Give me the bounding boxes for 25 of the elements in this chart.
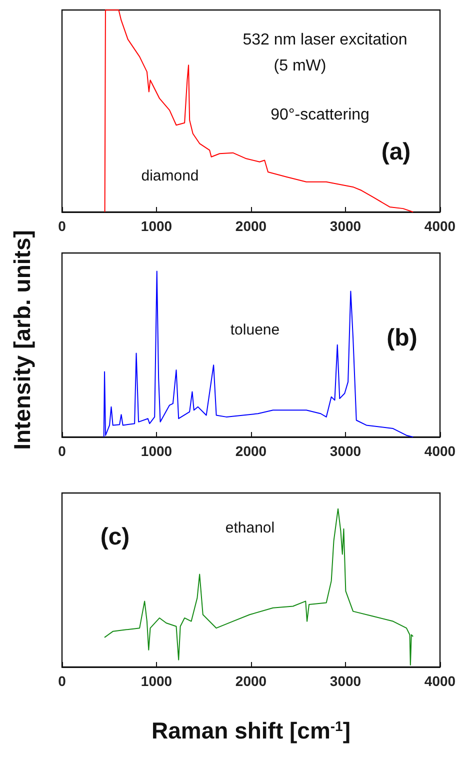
y-axis-title: Intensity [arb. units] xyxy=(9,230,35,450)
x-tick-label: 0 xyxy=(58,443,66,459)
x-tick-label: 3000 xyxy=(330,218,362,234)
annotation: 532 nm laser excitation xyxy=(242,32,408,48)
x-tick-label: 2000 xyxy=(235,443,267,459)
annotation: (5 mW) xyxy=(274,58,326,74)
x-tick-label: 4000 xyxy=(424,673,456,689)
x-tick-label: 2000 xyxy=(235,218,267,234)
annotation: diamond xyxy=(141,168,199,184)
x-tick-label: 1000 xyxy=(140,673,172,689)
x-tick-label: 1000 xyxy=(140,443,172,459)
x-tick-label: 4000 xyxy=(424,443,456,459)
annotation: (b) xyxy=(386,324,418,352)
x-tick-label: 0 xyxy=(58,673,66,689)
x-tick-label: 3000 xyxy=(330,443,362,459)
x-tick-label: 3000 xyxy=(330,673,362,689)
annotation: (a) xyxy=(381,138,411,166)
annotation: toluene xyxy=(230,322,280,338)
annotation: ethanol xyxy=(225,520,275,536)
x-tick-label: 1000 xyxy=(140,218,172,234)
annotation: 90°-scattering xyxy=(270,106,370,124)
x-tick-label: 4000 xyxy=(424,218,456,234)
x-tick-label: 2000 xyxy=(235,673,267,689)
x-tick-label: 0 xyxy=(58,218,66,234)
annotation: (c) xyxy=(100,524,130,550)
